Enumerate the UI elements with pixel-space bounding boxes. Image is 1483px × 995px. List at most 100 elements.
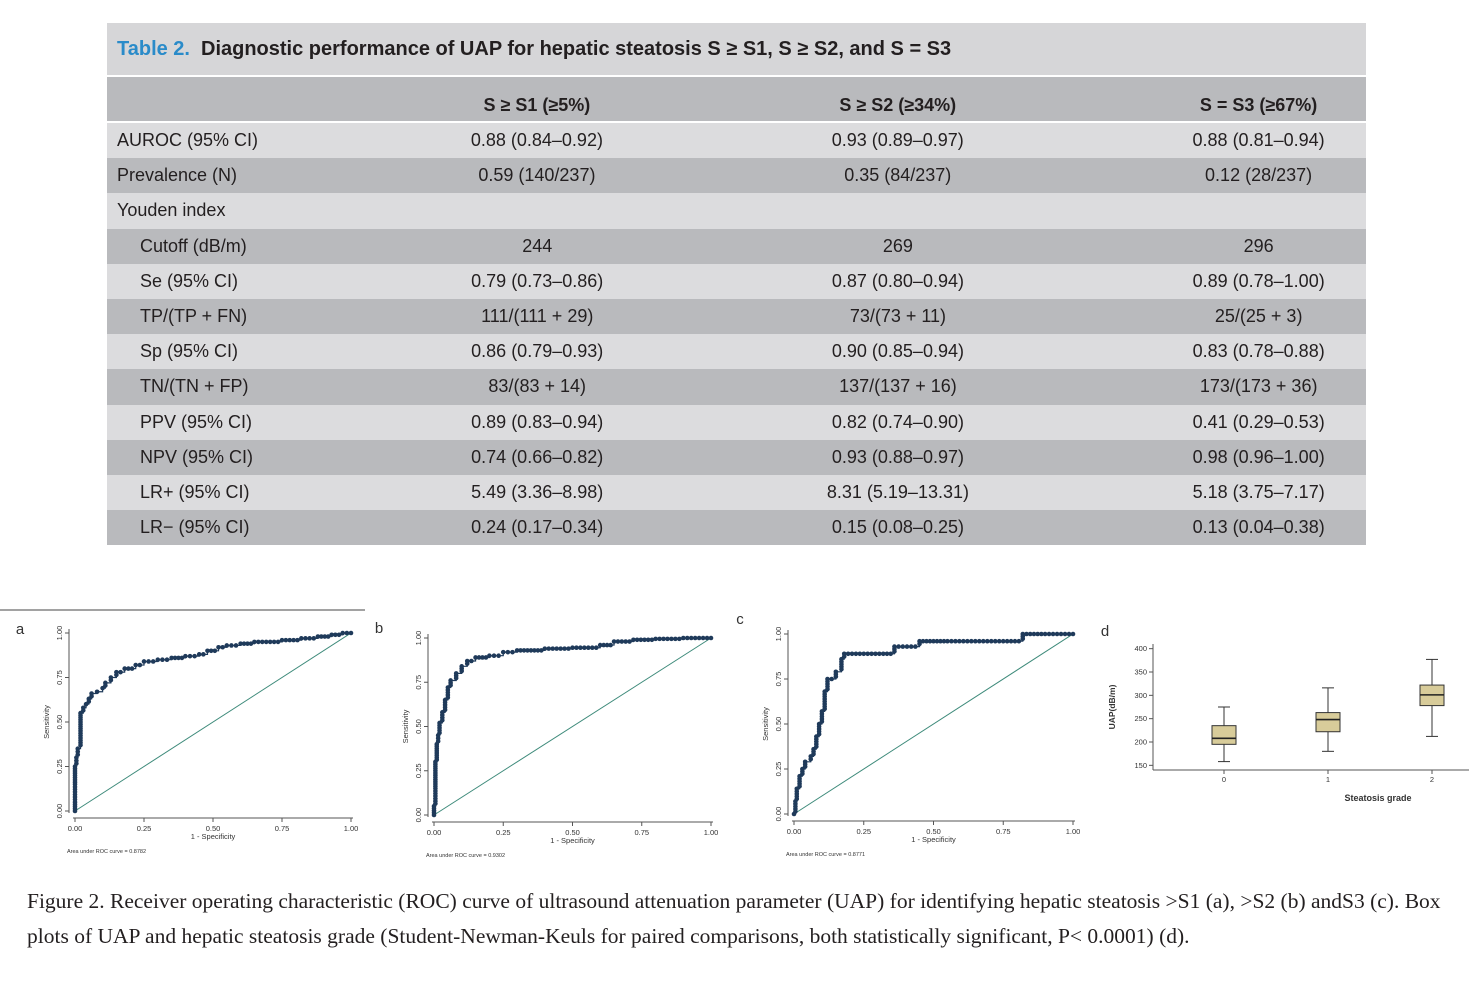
row-value: 0.89 (0.83–0.94) (471, 411, 604, 432)
roc-point (645, 637, 651, 643)
roc-point (1004, 638, 1010, 644)
y-axis-label: UAP(dB/m) (1107, 684, 1117, 729)
roc-point (319, 634, 324, 639)
y-tick-label: 0.75 (774, 672, 783, 687)
roc-point (245, 641, 250, 646)
roc-point (311, 636, 317, 641)
roc-point (977, 638, 982, 644)
roc-point (256, 639, 261, 645)
roc-point (961, 638, 966, 644)
row-label: NPV (95% CI) (140, 446, 254, 467)
row-label: LR+ (95% CI) (140, 481, 250, 502)
x-tick-label: 0.25 (496, 828, 511, 837)
roc-point (205, 648, 210, 654)
roc-point (554, 646, 559, 651)
roc-point (941, 638, 947, 644)
roc-point (638, 637, 644, 643)
roc-point (224, 643, 230, 648)
x-tick-label: 1 (1326, 775, 1330, 784)
y-axis-label: Sensitivity (401, 709, 410, 743)
roc-point (518, 648, 523, 653)
x-tick-label: 0.50 (926, 827, 941, 836)
roc-point (841, 654, 847, 659)
roc-point (229, 643, 234, 648)
y-tick-label: 0.00 (55, 804, 64, 819)
roc-point (913, 644, 918, 649)
roc-point (1046, 631, 1052, 637)
table-title: Diagnostic performance of UAP for hepati… (201, 37, 952, 60)
roc-point (336, 632, 342, 638)
row-value: 8.31 (5.19–13.31) (826, 481, 969, 502)
roc-point (938, 638, 943, 644)
roc-point (597, 642, 603, 648)
x-tick-label: 0 (1222, 775, 1226, 784)
roc-point (853, 651, 859, 657)
roc-point (521, 648, 527, 653)
roc-point (445, 687, 451, 693)
row-value: 0.86 (0.79–0.93) (471, 341, 604, 362)
roc-point (924, 638, 929, 644)
row-value: 5.18 (3.75–7.17) (1192, 481, 1325, 502)
roc-point (220, 644, 225, 650)
row-value: 0.93 (0.88–0.97) (831, 446, 964, 467)
roc-point (126, 666, 131, 671)
roc-point (176, 655, 181, 661)
roc-point (550, 646, 556, 651)
roc-point (793, 801, 798, 807)
roc-point (433, 788, 438, 794)
x-tick-label: 0.00 (787, 827, 802, 836)
roc-point (315, 634, 321, 639)
roc-point (201, 652, 206, 657)
roc-point (344, 630, 350, 636)
roc-point (900, 644, 906, 649)
row-value: 0.93 (0.89–0.97) (831, 130, 964, 151)
roc-point (267, 639, 273, 645)
row-value: 0.41 (0.29–0.53) (1192, 411, 1325, 432)
roc-point (611, 639, 617, 644)
roc-point (233, 643, 239, 648)
y-tick-label: 200 (1134, 738, 1147, 747)
row-value: 0.79 (0.73–0.86) (471, 270, 604, 291)
roc-point (1016, 638, 1022, 644)
table-row: LR− (95% CI) 0.24 (0.17–0.34) 0.15 (0.08–0… (107, 510, 1366, 546)
roc-point (869, 651, 874, 657)
roc-point (631, 637, 636, 643)
row-label: Sp (95% CI) (140, 341, 239, 362)
roc-point (212, 648, 218, 654)
x-tick-label: 0.50 (565, 828, 580, 837)
roc-point (263, 639, 269, 645)
row-value: 0.98 (0.96–1.00) (1192, 446, 1325, 467)
row-label: Prevalence (N) (117, 165, 238, 186)
row-label: Youden index (117, 200, 226, 221)
roc-point (574, 645, 579, 651)
roc-point (164, 657, 170, 662)
roc-point (985, 638, 990, 644)
row-value: 137/(137 + 16) (839, 376, 957, 397)
roc-point (440, 712, 445, 718)
roc-point (433, 761, 438, 767)
roc-point (528, 648, 534, 653)
roc-point (248, 641, 254, 646)
y-tick-label: 150 (1134, 761, 1147, 770)
row-value: 0.83 (0.78–0.88) (1192, 341, 1325, 362)
x-axis-label: 1 - Specificity (191, 832, 236, 841)
table-row: PPV (95% CI) 0.89 (0.83–0.94) 0.82 (0.74–0… (107, 404, 1366, 440)
roc-point (634, 637, 640, 643)
roc-point (118, 669, 123, 675)
roc-point (259, 639, 265, 645)
roc-point (1035, 631, 1040, 637)
roc-point (566, 646, 571, 651)
x-tick-label: 1.00 (1066, 827, 1081, 836)
roc-point (192, 653, 197, 659)
roc-point (604, 642, 610, 648)
roc-point (122, 666, 127, 671)
roc-point (877, 651, 882, 657)
roc-point (137, 662, 143, 668)
roc-point (510, 649, 515, 655)
roc-point (669, 636, 674, 642)
x-tick-label: 0.75 (634, 828, 649, 837)
roc-point (287, 637, 293, 643)
y-tick-label: 1.00 (414, 631, 423, 646)
roc-point (1039, 631, 1044, 637)
x-tick-label: 1.00 (344, 824, 359, 833)
